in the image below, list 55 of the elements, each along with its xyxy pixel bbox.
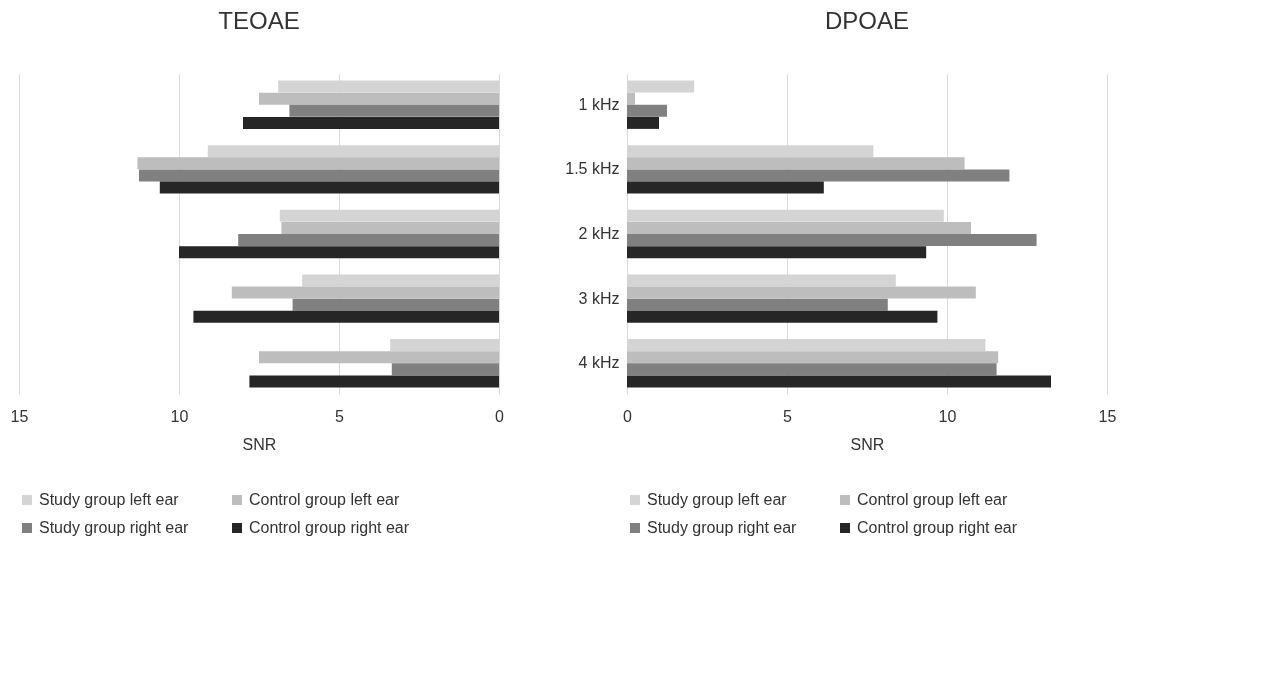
bar	[289, 104, 499, 117]
bar	[139, 169, 499, 182]
x-tick-label: 15	[1098, 407, 1117, 425]
legend-label: Control group left ear	[249, 491, 400, 508]
bar	[193, 310, 499, 323]
x-tick-label: 10	[170, 407, 189, 425]
y-tick-label: 2 kHz	[578, 225, 620, 242]
x-tick-label: 5	[335, 407, 345, 425]
x-axis-title: SNR	[242, 435, 277, 453]
legend-label: Study group left ear	[39, 491, 180, 508]
bar	[179, 246, 499, 259]
bar	[627, 221, 971, 234]
legend-label: Control group left ear	[857, 491, 1008, 508]
bar	[137, 157, 499, 170]
x-tick-label: 5	[783, 407, 793, 425]
bar	[627, 363, 997, 376]
bar	[281, 221, 499, 234]
bar	[249, 375, 499, 388]
bar	[627, 246, 927, 259]
legend-label: Control group right ear	[249, 519, 410, 536]
x-tick-label: 0	[495, 407, 505, 425]
bar	[627, 116, 659, 129]
bar	[627, 286, 976, 299]
bar	[259, 351, 499, 364]
x-tick-label: 0	[623, 407, 633, 425]
bar	[627, 92, 635, 105]
bar	[627, 310, 938, 323]
legend-label: Study group right ear	[39, 519, 190, 536]
bar	[238, 234, 499, 247]
chart-title: TEOAE	[218, 7, 300, 34]
y-tick-label: 3 kHz	[578, 289, 620, 307]
y-tick-label: 1.5 kHz	[565, 160, 620, 178]
y-tick-label: 1 kHz	[578, 95, 620, 113]
bar	[159, 181, 499, 194]
y-tick-label: 4 kHz	[578, 354, 620, 372]
bar	[627, 298, 888, 311]
bar	[627, 375, 1051, 388]
x-axis-title: SNR	[850, 435, 885, 453]
bar	[627, 234, 1037, 247]
bar	[231, 286, 499, 299]
legend-label: Study group left ear	[647, 491, 788, 508]
bar	[391, 363, 499, 376]
x-tick-label: 10	[938, 407, 957, 425]
bar	[627, 181, 824, 194]
bar	[627, 351, 999, 364]
bar	[627, 157, 965, 170]
legend-label: Control group right ear	[857, 519, 1018, 536]
legend-label: Study group right ear	[647, 519, 798, 536]
x-tick-label: 15	[10, 407, 29, 425]
bar	[627, 169, 1010, 182]
chart-title: DPOAE	[824, 7, 910, 34]
bar	[243, 116, 499, 129]
bar	[292, 298, 499, 311]
bar	[259, 92, 499, 105]
bar	[627, 104, 667, 117]
